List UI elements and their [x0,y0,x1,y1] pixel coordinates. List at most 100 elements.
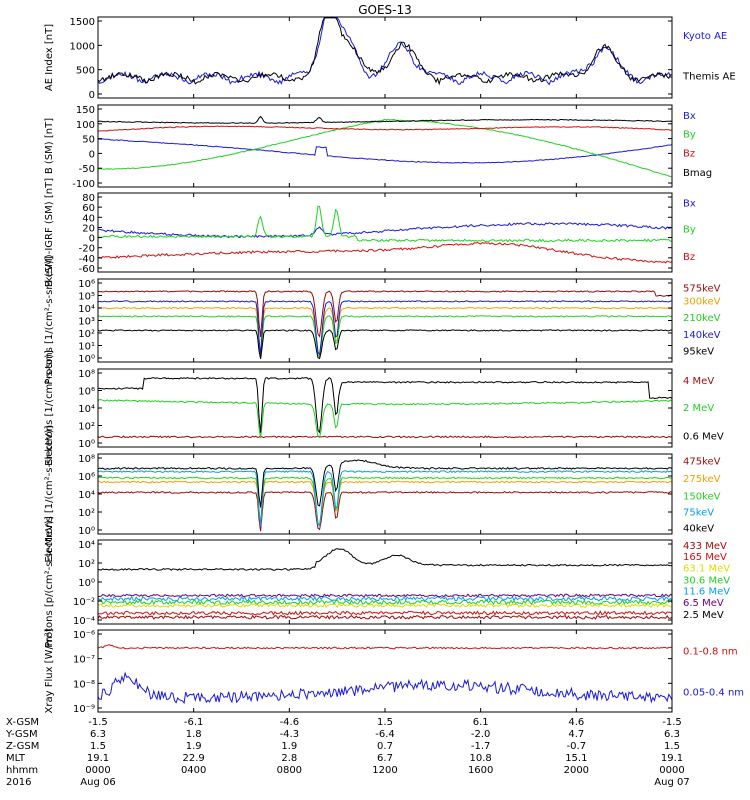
y-tick-label: 80 [82,193,95,204]
x-axis-value: Aug 06 [80,777,115,788]
panel-traces [97,548,673,620]
series-line-75kev [97,470,673,527]
x-axis-value: 0000 [659,765,684,776]
legend-label: By [683,130,696,141]
legend-label: 0.05-0.4 nm [683,688,744,699]
x-axis-value: 0.7 [377,741,393,752]
series-line-0-1-0-8-nm [97,644,673,650]
x-axis-value: Aug 07 [654,777,689,788]
panel-traces [97,644,673,705]
x-axis-value: 1.9 [281,741,297,752]
panel-traces [97,459,673,532]
y-tick-label: 10⁻⁹ [73,704,95,715]
y-tick-label: 500 [76,66,95,77]
panel-frame [97,16,673,99]
x-axis-value: 1.5 [377,717,393,728]
y-tick-label: 10³ [78,317,95,328]
x-axis-value: -1.5 [662,717,682,728]
x-axis-row-label: hhmm [6,765,38,776]
series-line-6-5-mev [97,593,673,598]
y-tick-label: 1000 [70,41,95,52]
legend-label: Kyoto AE [683,31,727,42]
series-line-bz [97,241,673,264]
y-tick-label: 10⁻² [73,597,95,608]
x-axis-value: 1.8 [186,729,202,740]
legend-label: 0.1-0.8 nm [683,647,738,658]
legend-label: 140keV [683,330,721,341]
panel-frame [97,192,673,273]
series-line-63-1-mev [97,602,673,609]
panel-frame [97,539,673,625]
x-axis-value: 6.1 [473,717,489,728]
x-axis-value: -4.6 [280,717,300,728]
legend-label: 2 MeV [683,403,714,414]
series-line-433-mev [97,614,673,620]
x-axis-value: -2.0 [471,729,491,740]
y-axis-label: Electrons [1/(cm²-s-sr-keV)] [44,425,55,562]
series-line-2-5-mev [97,548,673,571]
y-tick-label: 40 [82,213,95,224]
x-axis-value: 1600 [468,765,493,776]
legend-label: Bmag [683,168,712,179]
legend-label: 475keV [683,456,721,467]
x-axis-value: -4.3 [280,729,300,740]
y-tick-label: 0 [89,90,95,101]
x-axis-value: 2.8 [281,753,297,764]
panel-2: 150 100 50 0 -50 -100 B (SM) [nT] Bx By Bz Bmag [44,104,712,190]
y-tick-label: 1500 [70,17,95,28]
legend-label: Bz [683,149,695,160]
panel-1: 1500 1000 500 0 AE Index [nT] Kyoto AE Themis … [44,16,736,101]
legend-label: Bz [683,252,695,263]
panel-frame [97,368,673,448]
legend-label: 95keV [683,346,714,357]
y-tick-label: 10⁶ [78,472,95,483]
y-tick-label: -20 [79,244,95,255]
series-line-2-mev [97,398,673,439]
series-line-4-mev [97,435,673,439]
series-line-0-6-mev [97,376,673,434]
panel-frame [97,453,673,535]
x-axis-value: 0800 [277,765,302,776]
legend-label: Bx [683,111,696,122]
panel-traces [97,376,673,439]
y-axis-label: Protons [1/(cm²-s-sr-keV)] [44,256,55,384]
y-tick-label: -60 [79,264,95,275]
y-tick-label: 10⁰ [78,526,95,537]
y-tick-label: 10⁴ [78,540,95,551]
x-axis-row-label: X-GSM [6,717,39,728]
legend-label: 165 MeV [683,552,727,563]
panel-traces [97,115,673,178]
legend-label: 75keV [683,508,714,519]
y-tick-label: 10⁻⁶ [73,630,95,641]
x-axis-row-label: MLT [6,753,26,764]
y-tick-label: -40 [79,254,95,265]
x-axis-value: -1.5 [88,717,108,728]
series-line-40kev [97,459,673,508]
y-tick-label: 100 [76,120,95,131]
legend-label: Bx [683,198,696,209]
y-tick-label: -50 [79,164,95,175]
series-line-by [97,118,673,178]
y-tick-label: 10² [78,329,95,340]
legend-label: 575keV [683,283,721,294]
y-tick-label: 10⁻⁴ [73,616,95,627]
series-line-300kev [97,306,673,358]
series-line-150kev [97,476,673,526]
series-line-11-6-mev [97,595,673,602]
y-tick-label: 10⁸ [78,369,95,380]
panel-frame [97,104,673,188]
series-line-165-mev [97,610,673,616]
x-axis-value: 4.6 [568,717,584,728]
y-tick-label: 10² [78,422,95,433]
series-line-575kev [97,290,673,338]
legend-label: 150keV [683,492,721,503]
y-tick-label: 10⁴ [78,404,95,415]
x-axis-value: -0.7 [567,741,587,752]
legend-label: 30.6 MeV [683,575,730,586]
x-axis-row-label: Y-GSM [5,729,38,740]
series-line-bx [97,222,673,239]
y-tick-label: 10⁻⁷ [73,655,95,666]
